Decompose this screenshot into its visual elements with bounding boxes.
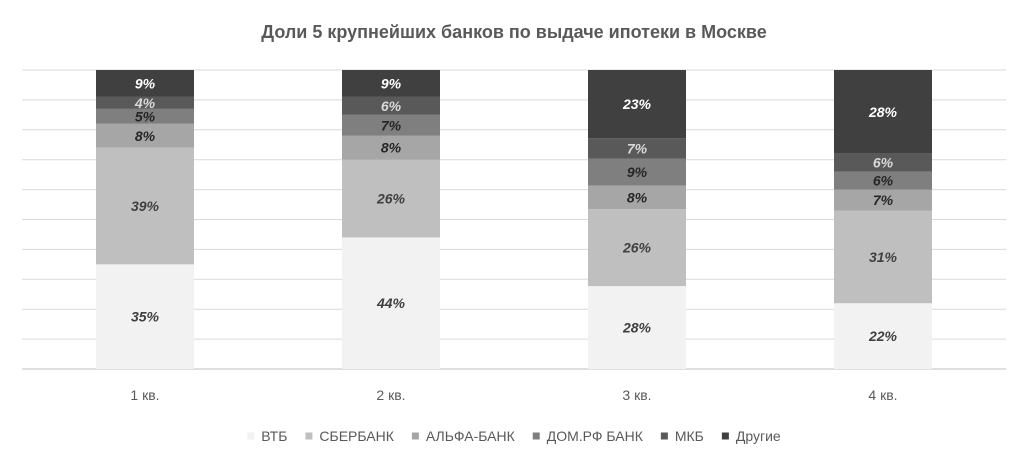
data-label: 9% <box>627 164 648 180</box>
data-label: 28% <box>622 320 652 336</box>
bar-сбербанк-4 <box>834 210 932 304</box>
bar-втб-1 <box>96 264 194 369</box>
bar-дом-рф-банк-2 <box>342 114 440 136</box>
data-label: 9% <box>135 75 156 91</box>
bar-втб-2 <box>342 237 440 369</box>
legend-swatch-втб <box>247 432 255 440</box>
data-label: 7% <box>873 192 894 208</box>
data-label: 6% <box>381 98 402 114</box>
data-label: 9% <box>381 75 402 91</box>
data-label: 8% <box>381 140 402 156</box>
data-label: 26% <box>376 191 406 207</box>
bars <box>96 70 932 369</box>
data-label: 31% <box>869 249 898 265</box>
bar-сбербанк-2 <box>342 159 440 238</box>
bar-сбербанк-3 <box>588 209 686 287</box>
x-tick-label: 1 кв. <box>130 387 159 403</box>
legend-label: ДОМ.РФ БАНК <box>547 428 644 444</box>
bar-альфа-банк-1 <box>96 123 194 148</box>
bar-втб-3 <box>588 286 686 369</box>
data-label: 44% <box>376 295 406 311</box>
data-label: 4% <box>134 95 156 111</box>
bar-другие-2 <box>342 70 440 97</box>
bar-дом-рф-банк-1 <box>96 108 194 124</box>
bar-втб-4 <box>834 303 932 369</box>
data-label: 6% <box>873 155 894 171</box>
data-label: 8% <box>135 128 156 144</box>
x-tick-label: 2 кв. <box>376 387 405 403</box>
x-tick-label: 3 кв. <box>622 387 651 403</box>
bar-другие-3 <box>588 70 686 139</box>
bar-сбербанк-1 <box>96 147 194 265</box>
chart-title: Доли 5 крупнейших банков по выдаче ипоте… <box>261 22 766 42</box>
x-tick-label: 4 кв. <box>868 387 897 403</box>
bar-дом-рф-банк-4 <box>834 171 932 190</box>
bar-альфа-банк-2 <box>342 135 440 160</box>
data-labels: 35% 39% 8% 5%4% 9% 44% 26% 8% 7% 6% 9% 28% 26% 8% 9% 7%… <box>131 75 898 344</box>
bar-альфа-банк-4 <box>834 189 932 211</box>
data-label: 39% <box>131 198 160 214</box>
data-label: 26% <box>622 240 652 256</box>
x-axis-ticks: 1 кв. 2 кв. 3 кв. 4 кв. <box>130 387 897 403</box>
data-label: 5% <box>135 108 156 124</box>
legend-swatch-дом-рф-банк <box>532 432 540 440</box>
data-label: 6% <box>873 173 894 189</box>
legend-label: ВТБ <box>261 428 287 444</box>
legend: ВТБ СБЕРБАНК АЛЬФА-БАНК ДОМ.РФ БАНК МКБ Други… <box>247 428 781 444</box>
legend-swatch-мкб <box>660 432 668 440</box>
data-label: 35% <box>131 309 160 325</box>
data-label: 23% <box>622 96 652 112</box>
data-label: 22% <box>868 328 898 344</box>
data-label: 8% <box>627 189 648 205</box>
legend-label: Другие <box>736 428 781 444</box>
legend-swatch-сбербанк <box>305 432 313 440</box>
bar-мкб-3 <box>588 138 686 159</box>
bar-альфа-банк-3 <box>588 185 686 210</box>
data-label: 7% <box>381 117 402 133</box>
bar-мкб-1 <box>96 96 194 109</box>
legend-label: СБЕРБАНК <box>319 428 394 444</box>
data-label: 7% <box>627 140 648 156</box>
bar-другие-4 <box>834 70 932 154</box>
legend-label: МКБ <box>675 428 704 444</box>
bar-мкб-2 <box>342 96 440 115</box>
legend-label: АЛЬФА-БАНК <box>426 428 516 444</box>
data-label: 28% <box>868 104 898 120</box>
legend-swatch-другие <box>721 432 729 440</box>
bar-мкб-4 <box>834 153 932 172</box>
bar-другие-1 <box>96 70 194 97</box>
legend-swatch-альфа-банк <box>411 432 419 440</box>
bar-дом-рф-банк-3 <box>588 158 686 186</box>
